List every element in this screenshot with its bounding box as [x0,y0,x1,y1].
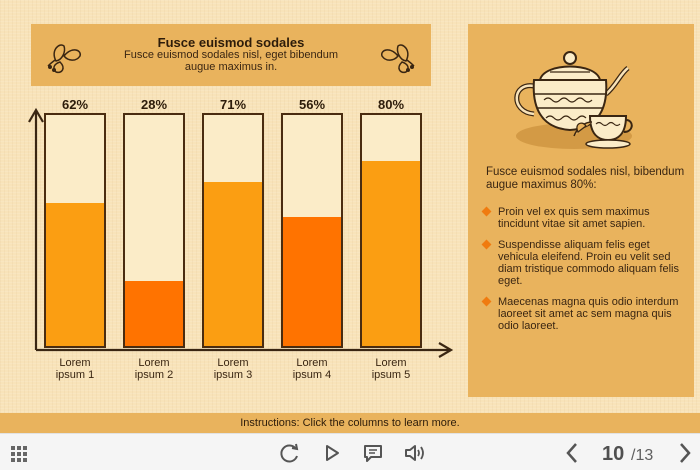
info-panel: Fusce euismod sodales nisl, bibendum aug… [468,24,694,397]
prev-arrow-icon[interactable] [563,442,581,464]
list-item: Maecenas magna quis odio interdum laoree… [481,296,692,332]
header-subtitle: Fusce euismod sodales nisl, eget bibendu… [123,49,338,73]
chart-bar-fill [283,217,341,346]
player-nav-bar: 10 /13 [0,433,700,470]
chart-category-label: Lorem ipsum 2 [134,357,174,381]
chart-column[interactable] [123,113,185,348]
teapot-illustration-icon [514,51,633,149]
chart-bar-fill [362,161,420,346]
chart-value-label: 56% [298,97,326,112]
menu-grid-icon[interactable] [10,442,28,464]
diamond-bullet-icon [481,239,492,250]
diamond-bullet-icon [481,206,492,217]
chart-category-label: Lorem ipsum 3 [213,357,253,381]
list-item-text: Suspendisse aliquam felis eget vehicula … [498,239,679,287]
chart-value-label: 28% [140,97,168,112]
next-arrow-icon[interactable] [676,442,694,464]
bar-chart: 62% Lorem ipsum 1 28% Lorem ipsum 2 71% Lorem… [28,97,454,381]
diamond-bullet-icon [481,296,492,307]
chart-bar-fill [204,182,262,346]
notes-icon[interactable] [362,442,384,464]
chart-value-label: 62% [61,97,89,112]
chart-category-label: Lorem ipsum 1 [55,357,95,381]
chart-axes [28,107,454,358]
chart-value-label: 80% [377,97,405,112]
current-page-number: 10 [602,443,625,465]
chart-column[interactable] [202,113,264,348]
slide-canvas: Fusce euismod sodales Fusce euismod soda… [0,0,700,433]
chart-bar-fill [46,203,104,346]
list-item: Suspendisse aliquam felis eget vehicula … [481,239,692,287]
total-pages: /13 [631,447,654,464]
leaf-ornament-icon [47,44,81,74]
header-banner: Fusce euismod sodales Fusce euismod soda… [31,24,431,86]
chart-bar-fill [125,281,183,346]
chart-category-label: Lorem ipsum 4 [292,357,332,381]
chart-category-label: Lorem ipsum 5 [371,357,411,381]
bullet-list: Proin vel ex quis sem maximus tincidunt … [481,206,692,341]
instructions-bar: Instructions: Click the columns to learn… [0,413,700,433]
list-item-text: Proin vel ex quis sem maximus tincidunt … [498,206,650,230]
list-item-text: Maecenas magna quis odio interdum laoree… [498,296,679,332]
chart-column[interactable] [360,113,422,348]
list-item: Proin vel ex quis sem maximus tincidunt … [481,206,692,230]
play-icon[interactable] [322,442,342,464]
volume-icon[interactable] [403,442,427,464]
chart-column[interactable] [44,113,106,348]
replay-icon[interactable] [279,442,301,464]
chart-value-label: 71% [219,97,247,112]
chart-column[interactable] [281,113,343,348]
header-title: Fusce euismod sodales [157,35,305,50]
panel-intro-text: Fusce euismod sodales nisl, bibendum aug… [486,166,685,191]
leaf-ornament-icon [381,44,415,74]
